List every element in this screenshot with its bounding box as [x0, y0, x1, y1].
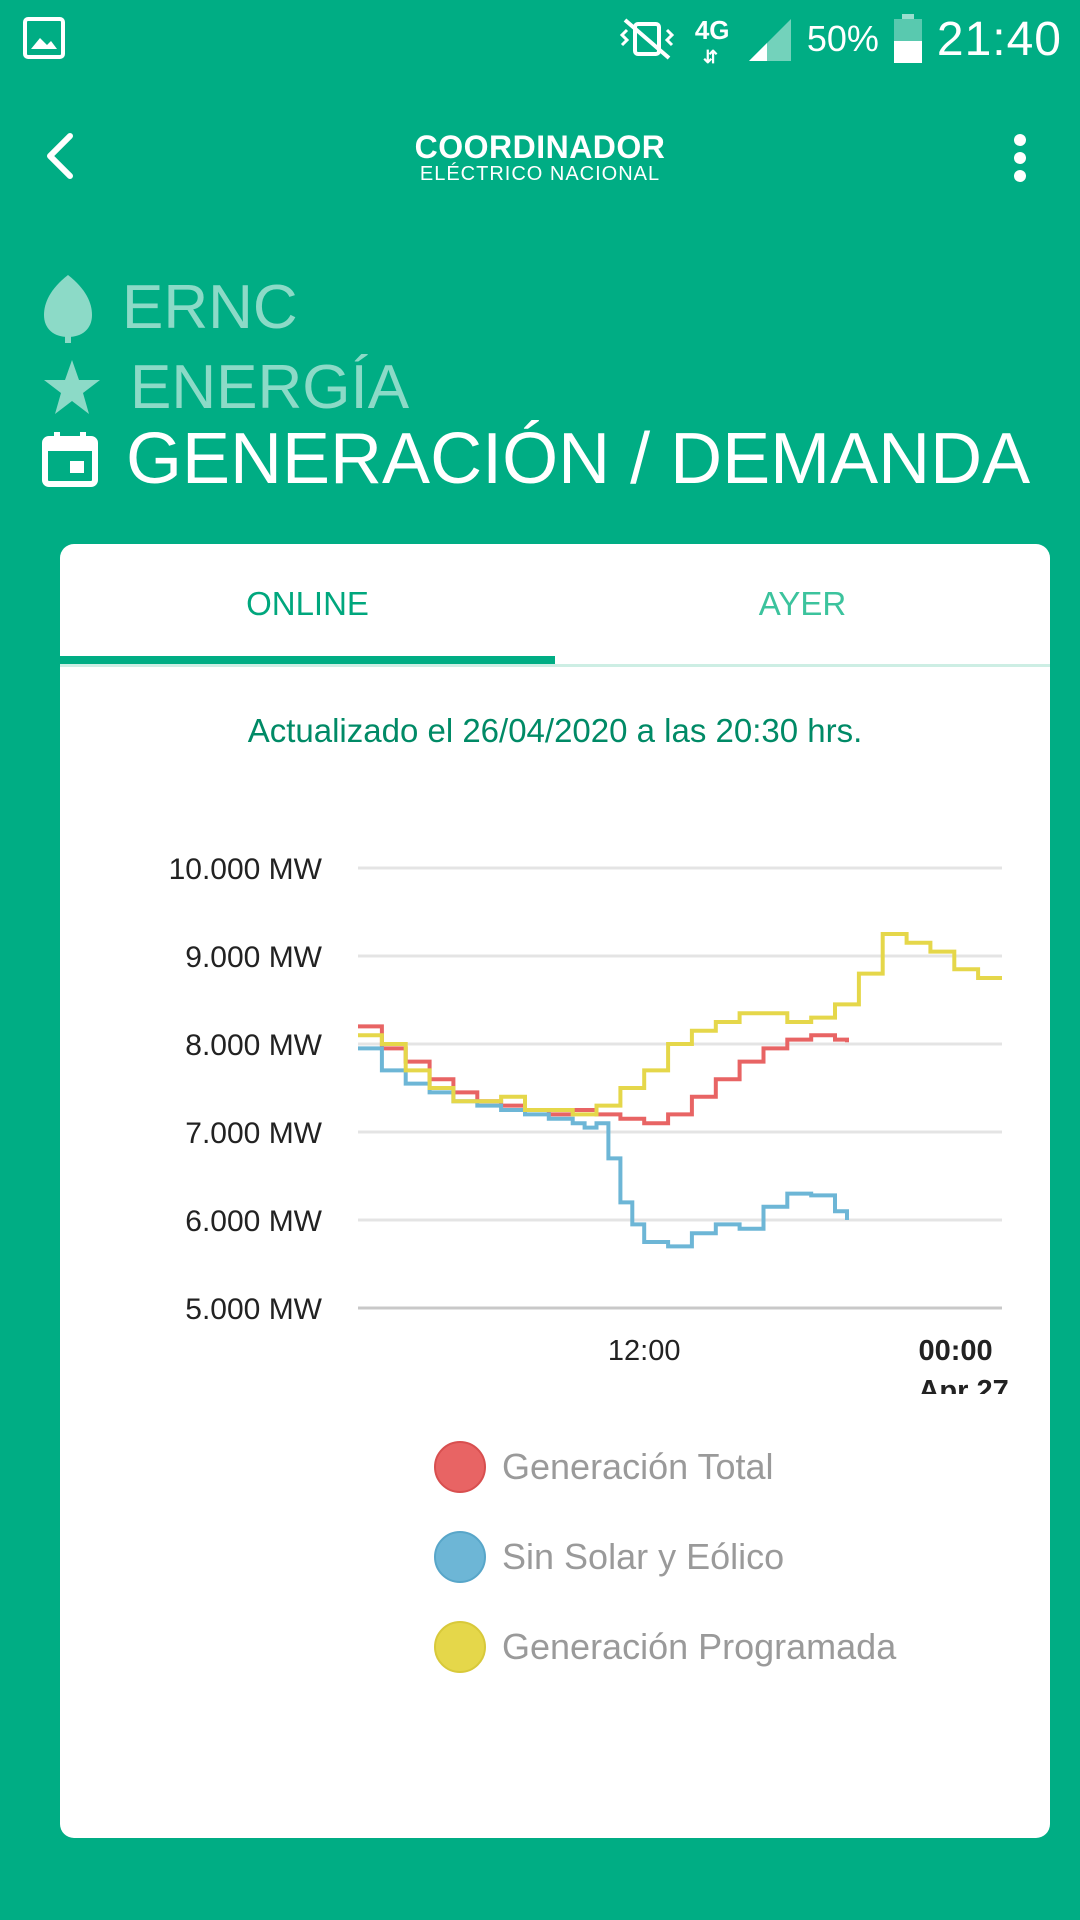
- calendar-icon: [42, 432, 98, 487]
- tab-online[interactable]: ONLINE: [246, 585, 369, 622]
- x-axis-tick-label: 12:00: [608, 1335, 681, 1367]
- star-icon: [44, 359, 100, 414]
- y-axis-tick-label: 9.000 MW: [185, 941, 322, 974]
- y-axis-tick-label: 7.000 MW: [185, 1117, 322, 1150]
- y-axis-tick-label: 5.000 MW: [185, 1293, 322, 1326]
- network-type-indicator: 4G ⇵: [694, 15, 730, 67]
- chart-legend: Generación Total Sin Solar y Eólico Gene…: [434, 1422, 896, 1692]
- nav-item-ernc[interactable]: ERNC: [42, 272, 298, 343]
- y-axis-tick-label: 6.000 MW: [185, 1205, 322, 1238]
- legend-dot-programada: [434, 1621, 486, 1673]
- updated-timestamp: Actualizado el 26/04/2020 a las 20:30 hr…: [247, 712, 863, 749]
- x-axis-tick-label: 00:00: [918, 1335, 992, 1367]
- nav-label-energia: ENERGÍA: [130, 353, 410, 422]
- nav-label-generacion-demanda: GENERACIÓN / DEMANDA: [126, 419, 1031, 499]
- nav-item-generacion-demanda[interactable]: GENERACIÓN / DEMANDA: [42, 418, 1030, 500]
- cell-signal-icon: [748, 19, 791, 61]
- gallery-notification-icon: [23, 17, 65, 59]
- legend-item-programada[interactable]: Generación Programada: [434, 1602, 896, 1692]
- legend-item-sin-solar[interactable]: Sin Solar y Eólico: [434, 1512, 896, 1602]
- more-options-icon[interactable]: [1000, 128, 1040, 188]
- legend-label-sin-solar: Sin Solar y Eólico: [502, 1536, 785, 1577]
- vibrate-mute-icon: [619, 18, 674, 60]
- generation-chart: 10.000 MW 9.000 MW 8.000 MW 7.000 MW 6.000 M…: [169, 853, 1009, 1394]
- status-bar: 4G ⇵ 50% 21:40: [0, 0, 1080, 78]
- tab-ayer[interactable]: AYER: [758, 585, 847, 622]
- legend-label-programada: Generación Programada: [502, 1626, 897, 1667]
- back-arrow-icon[interactable]: [34, 124, 94, 184]
- app-bar: COORDINADOR ELÉCTRICO NACIONAL: [0, 100, 1080, 210]
- legend-dot-sin-solar: [434, 1531, 486, 1583]
- leaf-icon: [44, 274, 92, 343]
- series-line-3: [358, 932, 1002, 1117]
- battery-percent: 50%: [806, 18, 879, 59]
- y-axis-tick-label: 8.000 MW: [185, 1029, 322, 1062]
- x-axis-tick-label: Apr 27: [918, 1375, 1008, 1394]
- tab-bar: ONLINE AYER: [60, 544, 1050, 667]
- legend-item-total[interactable]: Generación Total: [434, 1422, 896, 1512]
- chart-card: ONLINE AYER Actualizado el 26/04/2020 a …: [60, 544, 1050, 1838]
- clock: 21:40: [936, 12, 1062, 66]
- coordinador-logo: COORDINADOR ELÉCTRICO NACIONAL: [414, 129, 666, 185]
- nav-item-energia[interactable]: ENERGÍA: [42, 352, 409, 423]
- tab-indicator: [60, 656, 555, 664]
- nav-label-ernc: ERNC: [122, 273, 298, 342]
- battery-icon: [893, 14, 922, 63]
- legend-label-total: Generación Total: [502, 1446, 774, 1487]
- legend-dot-total: [434, 1441, 486, 1493]
- series-line-1: [358, 1024, 849, 1126]
- y-axis-tick-label: 10.000 MW: [169, 853, 323, 886]
